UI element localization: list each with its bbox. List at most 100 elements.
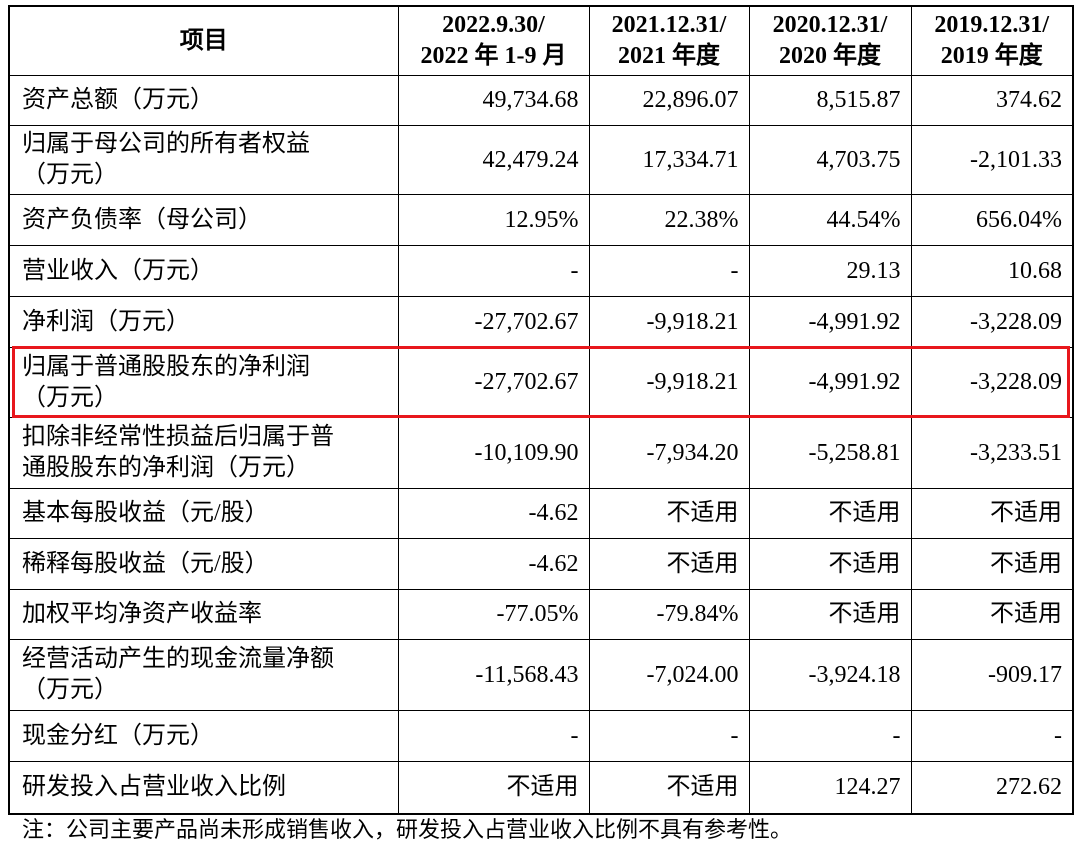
- value-cell: 44.54%: [748, 194, 912, 246]
- row-label: 稀释每股收益（元/股）: [8, 538, 399, 590]
- value-cell: 124.27: [748, 761, 912, 814]
- text-line: 2019.12.31/: [934, 12, 1050, 38]
- text-line: 现金分红（万元）: [22, 722, 214, 749]
- header-cell: 2019.12.31/2019 年度: [910, 5, 1074, 76]
- header-cell: 2022.9.30/2022 年 1-9 月: [397, 5, 590, 76]
- value-cell: -2,101.33: [910, 125, 1074, 195]
- text-line: 研发投入占营业收入比例: [22, 773, 286, 800]
- value-cell: -: [748, 710, 912, 762]
- value-cell: 不适用: [910, 589, 1074, 640]
- row-label: 净利润（万元）: [8, 296, 399, 348]
- value-cell: 10.68: [910, 245, 1074, 297]
- text-line: （万元）: [22, 384, 118, 411]
- row-label: 营业收入（万元）: [8, 245, 399, 297]
- text-line: 归属于母公司的所有者权益: [22, 131, 310, 157]
- table-row: 研发投入占营业收入比例 不适用 不适用 124.27 272.62: [8, 761, 1074, 814]
- header-cell: 2020.12.31/2020 年度: [748, 5, 912, 76]
- text-line: 稀释每股收益（元/股）: [22, 550, 269, 577]
- value-cell: -4,991.92: [748, 347, 912, 418]
- row-label: 归属于母公司的所有者权益 （万元）: [8, 125, 399, 195]
- value-cell: -10,109.90: [397, 417, 590, 489]
- value-cell: 17,334.71: [588, 125, 750, 195]
- table-row: 净利润（万元） -27,702.67 -9,918.21 -4,991.92 -3,22…: [8, 296, 1074, 348]
- value-cell: -7,934.20: [588, 417, 750, 489]
- value-cell: -: [588, 710, 750, 762]
- value-cell: -: [397, 245, 590, 297]
- value-cell: 656.04%: [910, 194, 1074, 246]
- header-row: 项目 2022.9.30/2022 年 1-9 月 2021.12.31/2021 …: [8, 5, 1074, 76]
- text-line: 资产负债率（母公司）: [22, 206, 262, 233]
- value-cell: -3,924.18: [748, 639, 912, 711]
- row-label: 研发投入占营业收入比例: [8, 761, 399, 814]
- value-cell: 22,896.07: [588, 75, 750, 126]
- value-cell: 不适用: [748, 538, 912, 590]
- value-cell: 49,734.68: [397, 75, 590, 126]
- text-line: （万元）: [22, 162, 118, 188]
- value-cell: 不适用: [588, 761, 750, 814]
- value-cell: 不适用: [910, 488, 1074, 539]
- text-line: 扣除非经常性损益后归属于普: [22, 424, 334, 450]
- value-cell: -9,918.21: [588, 347, 750, 418]
- row-label: 基本每股收益（元/股）: [8, 488, 399, 539]
- value-cell: 42,479.24: [397, 125, 590, 195]
- value-cell: 不适用: [748, 589, 912, 640]
- value-cell: 29.13: [748, 245, 912, 297]
- value-cell: -: [910, 710, 1074, 762]
- value-cell: 不适用: [397, 761, 590, 814]
- table-row: 扣除非经常性损益后归属于普 通股股东的净利润（万元） -10,109.90 -7,93…: [8, 417, 1074, 489]
- value-cell: -3,228.09: [910, 347, 1074, 418]
- text-line: 2021.12.31/: [611, 12, 727, 38]
- value-cell: -909.17: [910, 639, 1074, 711]
- text-line: 2019 年度: [940, 43, 1043, 69]
- text-line: 2020.12.31/: [772, 12, 888, 38]
- value-cell: 不适用: [748, 488, 912, 539]
- header-cell: 项目: [8, 5, 399, 76]
- value-cell: -7,024.00: [588, 639, 750, 711]
- text-line: 2022 年 1-9 月: [420, 43, 567, 69]
- row-label: 资产总额（万元）: [8, 75, 399, 126]
- text-line: 资产总额（万元）: [22, 87, 214, 113]
- value-cell: -3,233.51: [910, 417, 1074, 489]
- value-cell: -3,228.09: [910, 296, 1074, 348]
- text-line: 加权平均净资产收益率: [22, 601, 262, 627]
- financial-table: 项目 2022.9.30/2022 年 1-9 月 2021.12.31/2021 …: [8, 5, 1074, 815]
- text-line: 净利润（万元）: [22, 308, 190, 335]
- table-row: 经营活动产生的现金流量净额 （万元） -11,568.43 -7,024.00 -3,9…: [8, 639, 1074, 711]
- value-cell: 不适用: [588, 538, 750, 590]
- text-line: 2021 年度: [618, 43, 720, 69]
- value-cell: 不适用: [588, 488, 750, 539]
- table-row: 加权平均净资产收益率 -77.05% -79.84% 不适用 不适用: [8, 589, 1074, 640]
- value-cell: -79.84%: [588, 589, 750, 640]
- row-label: 扣除非经常性损益后归属于普 通股股东的净利润（万元）: [8, 417, 399, 489]
- text-line: 经营活动产生的现金流量净额: [22, 646, 334, 672]
- value-cell: -9,918.21: [588, 296, 750, 348]
- value-cell: 374.62: [910, 75, 1074, 126]
- row-label: 资产负债率（母公司）: [8, 194, 399, 246]
- row-label: 归属于普通股股东的净利润 （万元）: [8, 347, 399, 418]
- text-line: 2020 年度: [779, 43, 881, 69]
- text-line: 营业收入（万元）: [22, 257, 214, 284]
- table-row: 资产负债率（母公司） 12.95% 22.38% 44.54% 656.04%: [8, 194, 1074, 246]
- text-line: 归属于普通股股东的净利润: [22, 353, 310, 380]
- text-line: （万元）: [22, 677, 118, 703]
- value-cell: 不适用: [910, 538, 1074, 590]
- text-line: 基本每股收益（元/股）: [22, 500, 269, 526]
- table-row: 基本每股收益（元/股） -4.62 不适用 不适用 不适用: [8, 488, 1074, 539]
- value-cell: -77.05%: [397, 589, 590, 640]
- table-row: 稀释每股收益（元/股） -4.62 不适用 不适用 不适用: [8, 538, 1074, 590]
- value-cell: 272.62: [910, 761, 1074, 814]
- value-cell: -4.62: [397, 538, 590, 590]
- table-row: 营业收入（万元） - -29.13 10.68: [8, 245, 1074, 297]
- value-cell: 4,703.75: [748, 125, 912, 195]
- row-label: 现金分红（万元）: [8, 710, 399, 762]
- value-cell: -: [588, 245, 750, 297]
- row-label: 加权平均净资产收益率: [8, 589, 399, 640]
- value-cell: 22.38%: [588, 194, 750, 246]
- value-cell: -5,258.81: [748, 417, 912, 489]
- footnote: 注：公司主要产品尚未形成销售收入，研发投入占营业收入比例不具有参考性。: [22, 817, 793, 842]
- text-line: 2022.9.30/: [442, 12, 545, 38]
- value-cell: 8,515.87: [748, 75, 912, 126]
- value-cell: -27,702.67: [397, 296, 590, 348]
- value-cell: 12.95%: [397, 194, 590, 246]
